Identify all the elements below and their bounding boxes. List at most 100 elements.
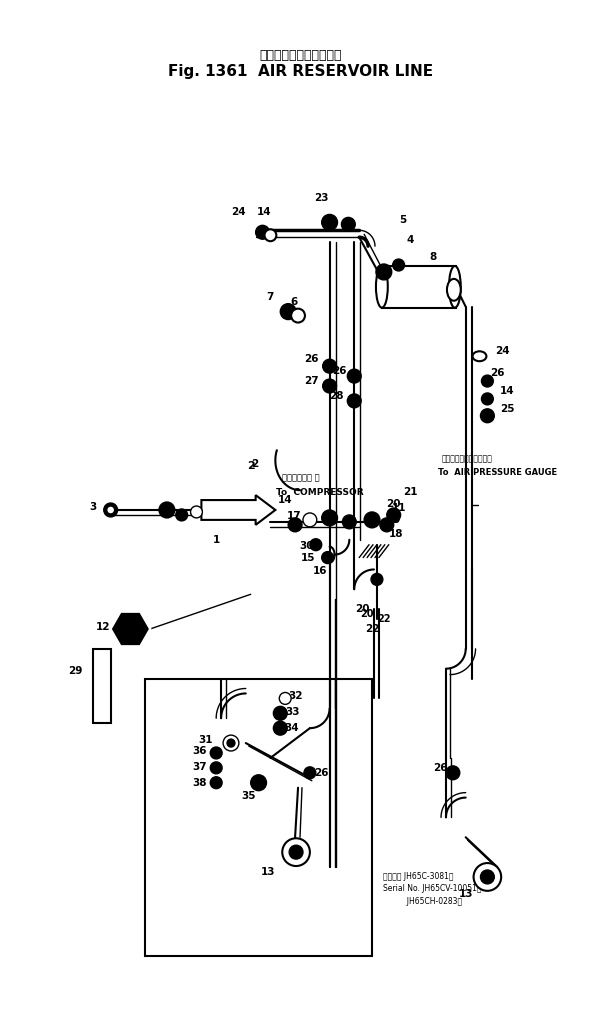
Circle shape bbox=[321, 510, 338, 526]
Text: 22: 22 bbox=[365, 624, 379, 634]
Circle shape bbox=[289, 845, 303, 859]
Text: 35: 35 bbox=[241, 791, 256, 801]
Text: 14: 14 bbox=[257, 207, 272, 217]
Text: 13: 13 bbox=[261, 867, 276, 877]
Ellipse shape bbox=[449, 266, 461, 308]
Circle shape bbox=[480, 870, 494, 884]
Text: 7: 7 bbox=[267, 291, 274, 301]
Ellipse shape bbox=[447, 279, 461, 300]
Circle shape bbox=[321, 551, 334, 563]
Circle shape bbox=[371, 573, 383, 586]
Circle shape bbox=[273, 706, 287, 721]
Text: 27: 27 bbox=[305, 376, 319, 386]
Text: 14: 14 bbox=[278, 495, 293, 505]
Circle shape bbox=[347, 369, 361, 383]
Circle shape bbox=[341, 217, 355, 231]
Text: 24: 24 bbox=[232, 207, 246, 217]
Text: 2: 2 bbox=[251, 460, 258, 469]
Circle shape bbox=[482, 393, 493, 405]
Text: 34: 34 bbox=[285, 723, 299, 733]
Text: コンプレッサ へ: コンプレッサ へ bbox=[282, 474, 320, 483]
Text: 2: 2 bbox=[247, 462, 255, 471]
Circle shape bbox=[482, 376, 493, 387]
Text: 17: 17 bbox=[287, 511, 302, 521]
Text: 37: 37 bbox=[192, 762, 206, 771]
Text: 4: 4 bbox=[407, 235, 414, 246]
Bar bbox=[145, 679, 372, 956]
Circle shape bbox=[104, 503, 117, 517]
Circle shape bbox=[256, 225, 270, 240]
Text: 26: 26 bbox=[433, 763, 447, 772]
Text: 22: 22 bbox=[377, 614, 391, 624]
Text: 13: 13 bbox=[459, 889, 473, 899]
Circle shape bbox=[176, 509, 188, 521]
Text: 8: 8 bbox=[429, 252, 437, 262]
Circle shape bbox=[281, 303, 296, 320]
Text: 38: 38 bbox=[192, 777, 206, 788]
Circle shape bbox=[480, 409, 494, 422]
Text: 18: 18 bbox=[388, 529, 403, 539]
Text: 1: 1 bbox=[213, 535, 220, 545]
Circle shape bbox=[264, 229, 276, 242]
Text: 31: 31 bbox=[198, 735, 213, 745]
Circle shape bbox=[279, 692, 291, 704]
Circle shape bbox=[210, 747, 222, 759]
Bar bbox=[382, 266, 456, 308]
Circle shape bbox=[380, 518, 394, 532]
Circle shape bbox=[387, 508, 400, 522]
Circle shape bbox=[347, 394, 361, 408]
Circle shape bbox=[210, 776, 222, 789]
Circle shape bbox=[303, 513, 317, 527]
Circle shape bbox=[446, 766, 460, 780]
Text: 23: 23 bbox=[314, 193, 329, 203]
Circle shape bbox=[393, 259, 405, 271]
Text: 20: 20 bbox=[386, 499, 401, 510]
Text: To  COMPRESSOR: To COMPRESSOR bbox=[276, 487, 364, 496]
Circle shape bbox=[474, 863, 501, 891]
Text: 26: 26 bbox=[314, 767, 329, 777]
Text: 29: 29 bbox=[68, 666, 82, 676]
Text: 6: 6 bbox=[291, 296, 298, 307]
Text: To  AIR PRESSURE GAUGE: To AIR PRESSURE GAUGE bbox=[438, 468, 557, 477]
Polygon shape bbox=[202, 495, 275, 525]
Text: 25: 25 bbox=[500, 404, 514, 414]
Bar bbox=[93, 649, 111, 724]
Ellipse shape bbox=[473, 351, 486, 361]
Text: 26: 26 bbox=[490, 368, 504, 379]
Text: 15: 15 bbox=[300, 552, 315, 562]
Circle shape bbox=[321, 214, 338, 230]
Circle shape bbox=[250, 774, 267, 791]
Polygon shape bbox=[111, 612, 150, 647]
Text: エアープレッシャゲージ: エアープレッシャゲージ bbox=[442, 454, 493, 463]
Text: 20: 20 bbox=[355, 604, 370, 614]
Text: Fig. 1361  AIR RESERVOIR LINE: Fig. 1361 AIR RESERVOIR LINE bbox=[169, 64, 433, 79]
Text: 26: 26 bbox=[305, 354, 319, 364]
Circle shape bbox=[282, 838, 310, 866]
Circle shape bbox=[191, 506, 202, 518]
Text: 20: 20 bbox=[361, 609, 374, 619]
Circle shape bbox=[159, 502, 175, 518]
Circle shape bbox=[227, 739, 235, 747]
Circle shape bbox=[323, 359, 337, 374]
Circle shape bbox=[273, 722, 287, 735]
Text: 16: 16 bbox=[312, 566, 327, 577]
Text: 21: 21 bbox=[403, 487, 418, 497]
Text: 26: 26 bbox=[332, 366, 347, 377]
Ellipse shape bbox=[376, 266, 388, 308]
Text: 28: 28 bbox=[329, 391, 344, 401]
Text: 5: 5 bbox=[399, 215, 406, 225]
Circle shape bbox=[291, 309, 305, 323]
Circle shape bbox=[343, 515, 356, 529]
Circle shape bbox=[323, 379, 337, 393]
Circle shape bbox=[223, 735, 239, 751]
Circle shape bbox=[304, 767, 316, 779]
Text: 32: 32 bbox=[288, 691, 302, 701]
Text: 30: 30 bbox=[300, 541, 314, 551]
Circle shape bbox=[364, 512, 380, 528]
Text: エア　リザーバ　ライン: エア リザーバ ライン bbox=[259, 50, 343, 62]
Circle shape bbox=[210, 762, 222, 773]
Circle shape bbox=[376, 264, 392, 280]
Text: 19: 19 bbox=[386, 515, 401, 525]
Text: 適用番号 JH65C-3081～
Serial No. JH65CV-10051～
          JH65CH-0283～: 適用番号 JH65C-3081～ Serial No. JH65CV-10051… bbox=[383, 872, 482, 906]
Text: 12: 12 bbox=[96, 622, 110, 632]
